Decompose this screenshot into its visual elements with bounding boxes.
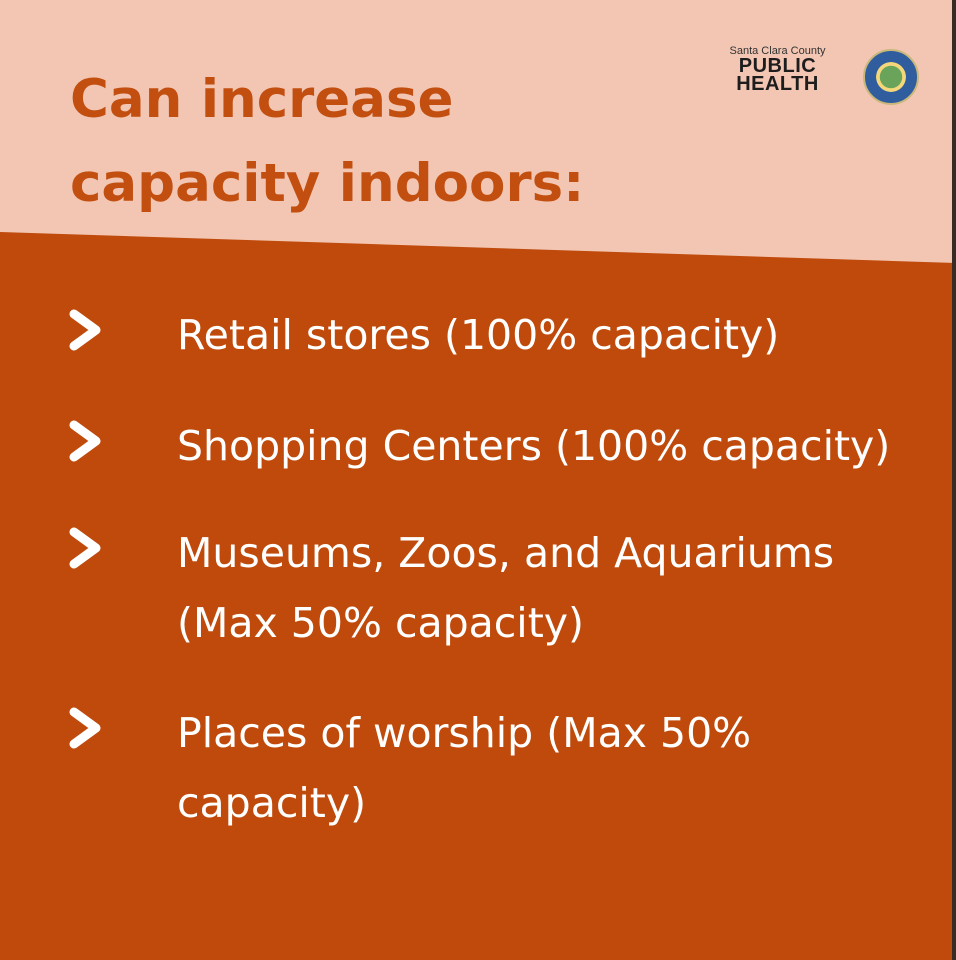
title-line-1: Can increase bbox=[70, 69, 454, 130]
logo-county: Santa Clara County bbox=[729, 45, 826, 57]
item-text: Retail stores (100% capacity) bbox=[177, 311, 780, 359]
right-border bbox=[952, 0, 956, 960]
chevron-right-icon bbox=[69, 707, 101, 749]
item-text: Shopping Centers (100% capacity) bbox=[177, 422, 891, 470]
title-line-2: capacity indoors: bbox=[70, 153, 585, 214]
page-title: Can increase capacity indoors: bbox=[70, 58, 584, 226]
public-health-logo: Santa Clara County PUBLIC HEALTH bbox=[720, 45, 835, 95]
chevron-right-icon bbox=[69, 309, 101, 351]
item-text-line-1: Museums, Zoos, and Aquariums bbox=[177, 529, 835, 577]
chevron-right-icon bbox=[69, 527, 101, 569]
item-text-line-1: Places of worship (Max 50% bbox=[177, 709, 752, 757]
header-background bbox=[0, 0, 956, 263]
chevron-right-icon bbox=[69, 420, 101, 462]
item-text-line-2: capacity) bbox=[177, 779, 367, 827]
item-text-line-2: (Max 50% capacity) bbox=[177, 599, 585, 647]
logo-public: PUBLIC bbox=[738, 55, 817, 77]
county-seal-icon bbox=[863, 49, 919, 105]
logo-health: HEALTH bbox=[736, 73, 819, 95]
